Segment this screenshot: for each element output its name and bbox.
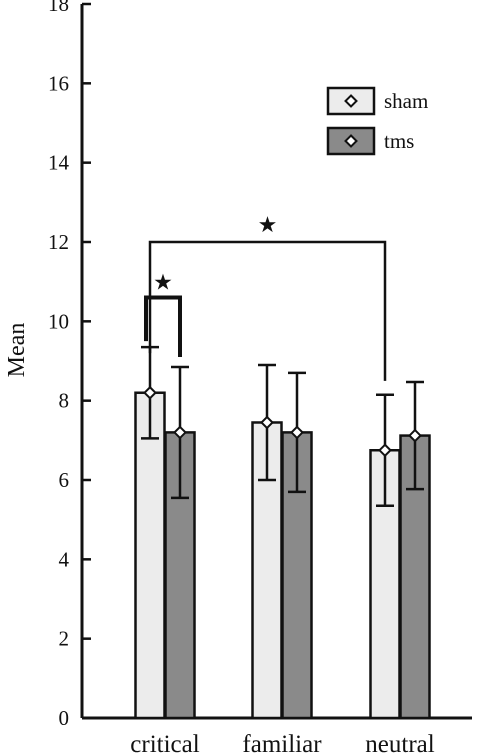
y-tick-label-4: 4 <box>59 547 70 571</box>
y-tick-label-12: 12 <box>48 230 69 254</box>
x-tick-label-neutral: neutral <box>365 731 434 756</box>
legend-marker-tms <box>344 134 358 148</box>
significance-markers: ★★ <box>144 213 387 381</box>
mean-marker-familiar-sham <box>260 415 274 430</box>
significance-star: ★ <box>153 271 173 296</box>
legend-label-sham: sham <box>384 89 428 113</box>
legend-item-sham: sham <box>326 86 428 116</box>
bars <box>134 345 431 720</box>
y-tick-label-10: 10 <box>48 309 69 333</box>
bar-group-neutral <box>369 380 431 720</box>
legend-item-tms: tms <box>326 126 414 156</box>
y-tick-label-2: 2 <box>59 627 70 651</box>
y-tick-label-0: 0 <box>59 706 70 730</box>
mean-marker-neutral-tms <box>408 428 422 443</box>
y-axis: 0 2 4 6 8 10 12 14 16 18 <box>48 0 91 730</box>
x-tick-label-familiar: familiar <box>242 731 322 756</box>
y-axis-label: Mean <box>4 323 30 378</box>
legend-marker-sham <box>344 94 358 108</box>
y-tick-label-14: 14 <box>48 151 70 175</box>
mean-marker-familiar-tms <box>290 425 304 440</box>
x-axis: critical familiar neutral <box>82 716 472 756</box>
bar-critical-sham <box>134 391 166 720</box>
y-tick-label-16: 16 <box>48 71 69 95</box>
bar-group-critical <box>134 345 196 720</box>
mean-marker-critical-sham <box>143 385 157 400</box>
significance-star: ★ <box>258 213 278 238</box>
mean-marker-neutral-sham <box>378 443 392 458</box>
significance-bracket-critical-sham-tms: ★ <box>144 271 182 358</box>
significance-bracket-critical-neutral: ★ <box>148 213 387 381</box>
x-tick-label-critical: critical <box>130 731 199 756</box>
y-tick-label-8: 8 <box>59 389 70 413</box>
mean-marker-critical-tms <box>173 425 187 440</box>
y-tick-label-18: 18 <box>48 0 69 16</box>
y-tick-label-6: 6 <box>59 468 70 492</box>
legend-label-tms: tms <box>384 129 414 153</box>
bar-group-familiar <box>251 363 313 720</box>
legend: sham tms <box>326 86 428 156</box>
